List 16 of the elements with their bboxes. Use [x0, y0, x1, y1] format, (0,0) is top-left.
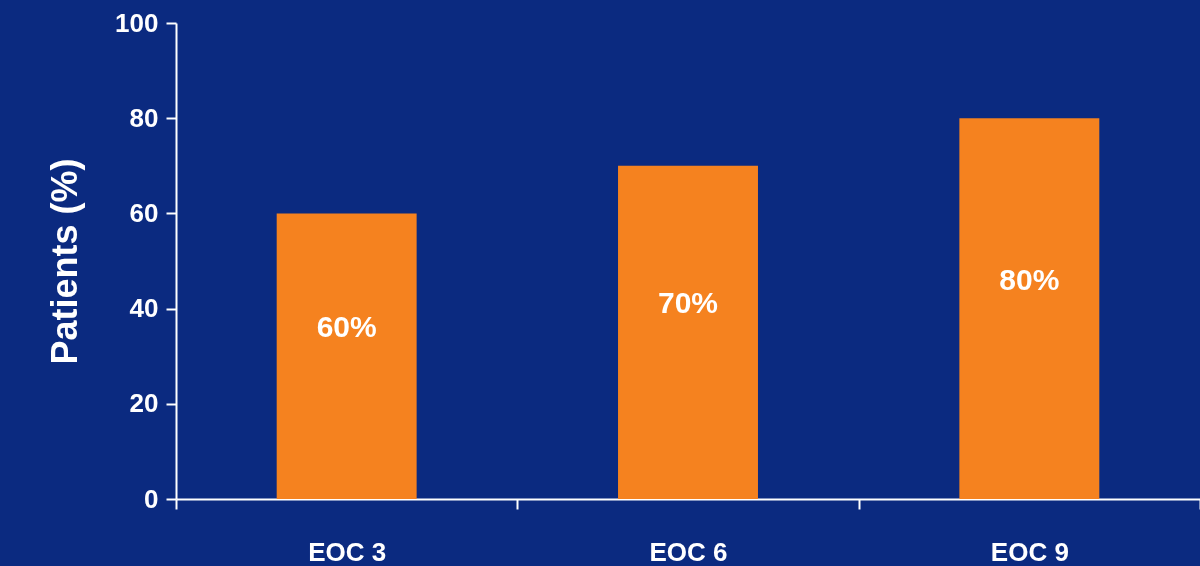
y-tick-label: 80: [129, 102, 159, 133]
y-tick-label: 60: [129, 197, 159, 228]
bar: [276, 213, 417, 499]
data-label: 70%: [657, 286, 719, 320]
data-label: 80%: [999, 262, 1060, 296]
x-tick-label: EOC 9: [990, 536, 1069, 566]
bar: [959, 118, 1100, 499]
x-tick-label: EOC 3: [308, 536, 387, 566]
y-tick-label: 20: [129, 388, 159, 419]
x-tick-label: EOC 6: [649, 536, 728, 566]
y-tick-label: 0: [144, 483, 159, 514]
data-label: 60%: [316, 310, 377, 344]
y-tick-label: 100: [115, 7, 159, 38]
bar: [618, 165, 758, 499]
y-tick-label: 40: [129, 293, 159, 324]
y-axis-title: Patients (%): [44, 158, 86, 365]
